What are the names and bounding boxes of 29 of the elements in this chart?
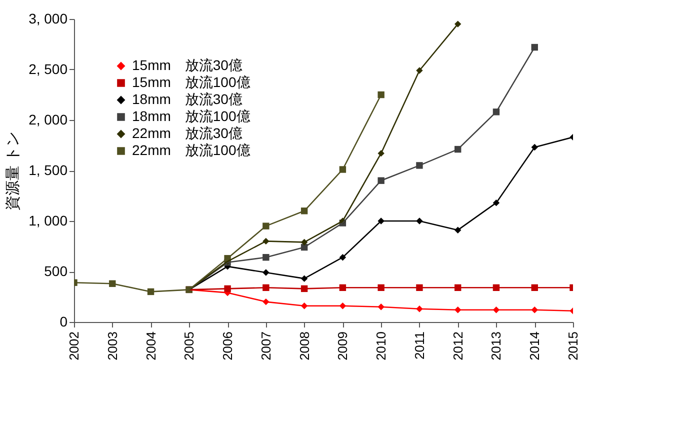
x-tick-label: 2007 xyxy=(258,332,274,360)
x-tick-label: 2009 xyxy=(335,332,350,360)
y-tick-label: 3, 000 xyxy=(28,10,68,26)
legend-label: 15mm 放流30億 xyxy=(132,57,242,73)
y-tick-label: 2, 500 xyxy=(28,61,68,77)
y-axis-title: 資源量 トン xyxy=(4,131,22,211)
y-tick-label: 2, 000 xyxy=(28,112,68,128)
y-tick-label: 1, 000 xyxy=(28,212,68,228)
x-tick-label: 2006 xyxy=(220,332,236,360)
legend-label: 15mm 放流100億 xyxy=(132,74,250,90)
y-tick-label: 1, 500 xyxy=(28,162,68,178)
y-tick-label: 0 xyxy=(60,314,68,330)
x-tick-label: 2013 xyxy=(488,332,504,360)
y-tick-label: 500 xyxy=(44,263,68,279)
legend-label: 18mm 放流100億 xyxy=(132,108,250,124)
x-tick-label: 2004 xyxy=(143,332,158,360)
point xyxy=(378,91,384,98)
x-tick-label: 2003 xyxy=(104,332,120,360)
x-tick-label: 2005 xyxy=(182,332,197,360)
x-tick-label: 2011 xyxy=(412,332,427,360)
x-tick-label: 2015 xyxy=(566,332,580,360)
legend-label: 22mm 放流30億 xyxy=(132,125,242,141)
x-tick-label: 2008 xyxy=(296,332,312,360)
legend-label: 22mm 放流100億 xyxy=(132,142,250,158)
x-tick-label: 2014 xyxy=(527,332,542,360)
x-tick-label: 2012 xyxy=(450,332,466,360)
x-tick-label: 2002 xyxy=(66,332,82,360)
legend-label: 18mm 放流30億 xyxy=(132,91,242,107)
x-tick-label: 2010 xyxy=(374,332,389,360)
